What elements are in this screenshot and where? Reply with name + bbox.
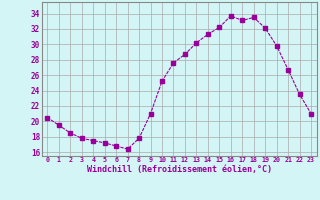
X-axis label: Windchill (Refroidissement éolien,°C): Windchill (Refroidissement éolien,°C) (87, 165, 272, 174)
